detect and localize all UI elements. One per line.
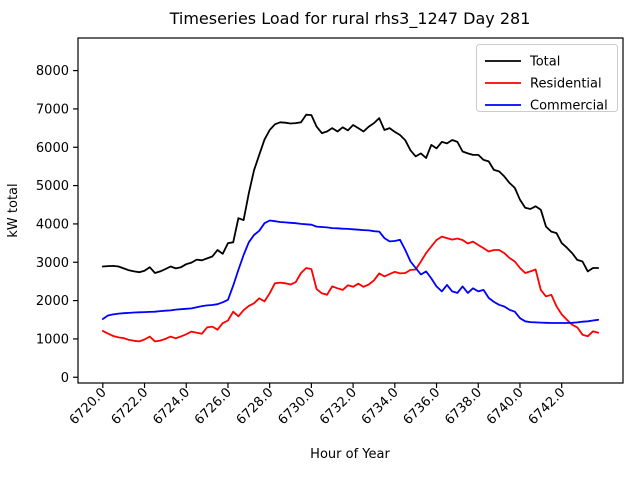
legend-label-residential: Residential	[530, 77, 602, 92]
x-axis-ticks: 6720.06722.06724.06726.06728.06730.06732…	[67, 383, 569, 428]
y-tick-label: 3000	[36, 256, 69, 271]
chart-title: Timeseries Load for rural rhs3_1247 Day …	[169, 9, 531, 29]
y-tick-label: 8000	[36, 64, 69, 79]
x-tick-label: 6722.0	[109, 385, 152, 428]
x-tick-label: 6742.0	[526, 385, 569, 428]
x-tick-label: 6728.0	[234, 385, 277, 428]
legend: Total Residential Commercial	[476, 44, 618, 114]
x-tick-label: 6734.0	[359, 385, 402, 428]
x-tick-label: 6740.0	[484, 385, 527, 428]
x-tick-label: 6720.0	[67, 385, 110, 428]
x-tick-label: 6738.0	[442, 385, 485, 428]
x-tick-label: 6726.0	[192, 385, 235, 428]
legend-label-commercial: Commercial	[530, 99, 608, 114]
y-tick-label: 4000	[36, 217, 69, 232]
y-tick-label: 2000	[36, 294, 69, 309]
legend-label-total: Total	[529, 55, 560, 70]
x-axis-label: Hour of Year	[310, 447, 390, 462]
x-tick-label: 6724.0	[150, 385, 193, 428]
x-tick-label: 6736.0	[401, 385, 444, 428]
y-tick-label: 6000	[36, 141, 69, 156]
y-tick-label: 0	[61, 371, 69, 386]
legend-entry-total: Total	[485, 55, 560, 70]
plot-frame	[77, 37, 624, 384]
y-tick-label: 1000	[36, 332, 69, 347]
x-tick-label: 6730.0	[275, 385, 318, 428]
y-axis-label: kW total	[6, 183, 21, 237]
x-tick-label: 6732.0	[317, 385, 360, 428]
series-line-residential	[101, 235, 600, 343]
y-tick-label: 7000	[36, 102, 69, 117]
y-tick-label: 5000	[36, 179, 69, 194]
legend-entry-residential: Residential	[485, 77, 602, 92]
series-lines	[101, 113, 600, 343]
legend-entry-commercial: Commercial	[485, 99, 608, 114]
y-axis-ticks: 0 1000 2000 3000 4000 5000 6000 7000 8000	[36, 64, 78, 386]
series-line-total	[101, 113, 600, 274]
series-line-commercial	[101, 219, 600, 324]
